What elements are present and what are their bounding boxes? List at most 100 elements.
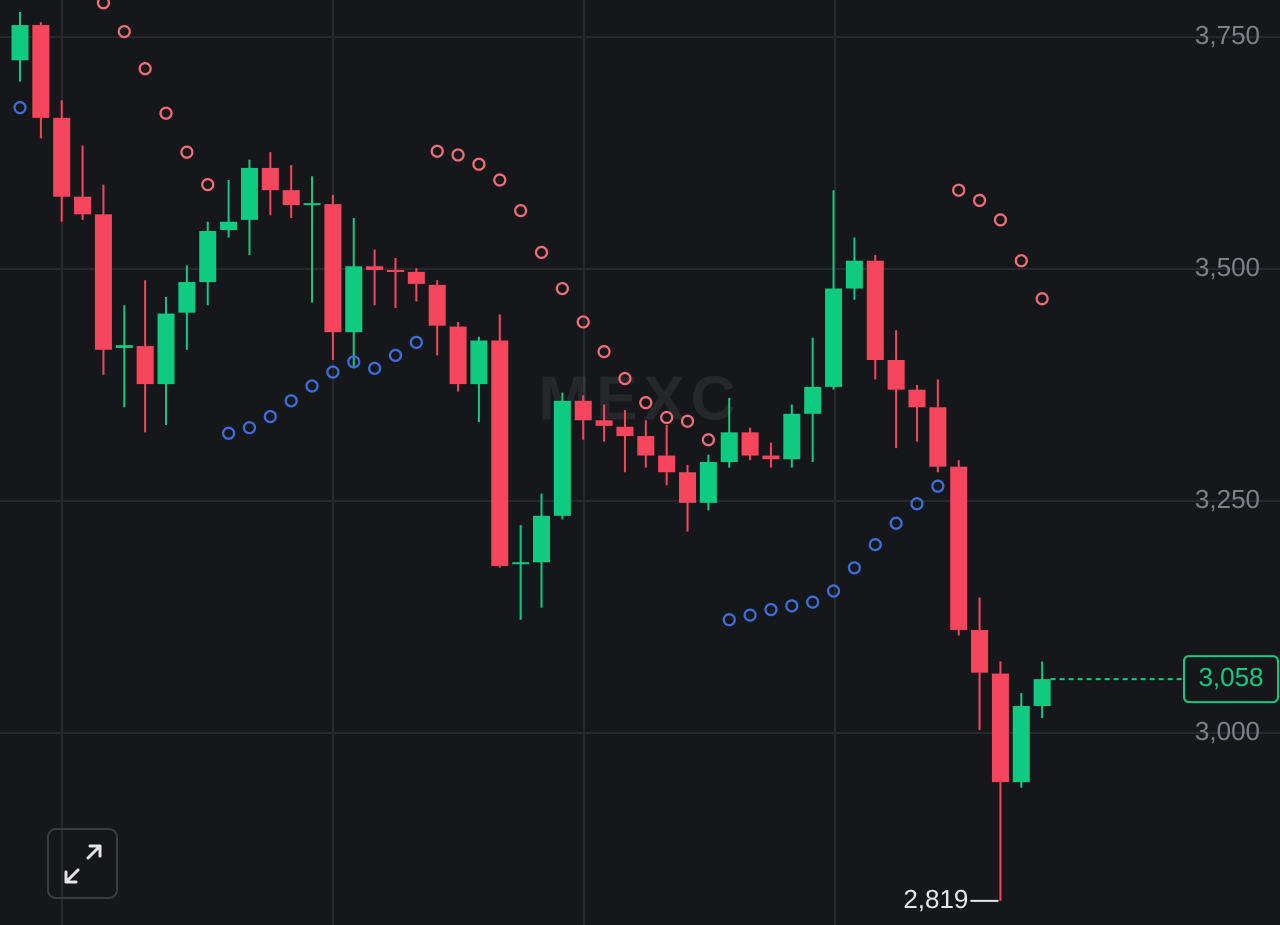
candle-body (616, 426, 634, 437)
candle-body (366, 266, 384, 270)
candle-body (595, 420, 613, 426)
watermark: MEXC (538, 364, 741, 433)
sar-dot (952, 183, 966, 197)
sar-dot (326, 365, 340, 379)
sar-dot (347, 355, 361, 369)
candle-body (783, 413, 801, 460)
candle-body (741, 432, 759, 456)
candle-body (929, 407, 947, 467)
sar-dot (388, 348, 403, 362)
sar-dot (889, 516, 903, 530)
sar-dot (472, 157, 486, 171)
y-tick-label: 3,500 (1195, 252, 1260, 282)
candle-body (32, 25, 50, 118)
y-tick-label: 3,000 (1195, 716, 1260, 746)
candle-body (553, 400, 571, 516)
low-label: 2,819 (903, 884, 968, 914)
sar-dot (222, 426, 236, 440)
sar-dot (534, 245, 549, 259)
sar-dot (13, 101, 27, 115)
candle-body (345, 266, 363, 333)
sar-dot (910, 497, 924, 511)
candle-body (178, 282, 196, 313)
sar-dot (201, 178, 215, 192)
sar-dot (764, 602, 778, 617)
candle-body (866, 260, 884, 360)
candle-body (908, 389, 926, 408)
candle-body (220, 221, 238, 231)
candle-body (261, 167, 279, 191)
candle-body (53, 117, 71, 197)
sar-dot (96, 0, 111, 10)
candle-body (762, 455, 780, 460)
candle-body (386, 269, 404, 272)
candle-body (720, 432, 738, 463)
sar-dot (555, 281, 569, 296)
sar-dot (680, 414, 695, 428)
sar-dot (284, 394, 298, 408)
sar-dot (409, 335, 423, 349)
candle-body (324, 204, 342, 333)
candle-body (887, 359, 905, 390)
candle-body (157, 313, 175, 385)
candle-body (11, 25, 29, 61)
sar-dot (660, 410, 674, 425)
candle-body (282, 190, 300, 206)
candle-body (449, 326, 467, 385)
candle-body (1033, 679, 1051, 707)
candle-body (533, 515, 550, 563)
candle-body (136, 346, 154, 385)
sar-dot (701, 433, 715, 447)
sar-dot (722, 613, 736, 627)
candle-body (74, 196, 92, 215)
candle-body (407, 271, 425, 284)
candle-body (303, 203, 321, 206)
sar-dot (618, 371, 632, 386)
sar-dot (993, 213, 1008, 227)
sar-dot (785, 599, 799, 613)
expand-button[interactable] (47, 828, 118, 899)
last-price-label: 3,058 (1198, 662, 1263, 692)
sar-dot (305, 379, 319, 393)
sar-dot (117, 24, 131, 39)
sar-dot (972, 193, 987, 208)
candle-body (428, 284, 446, 326)
candle-body (1012, 706, 1030, 783)
candle-body (240, 167, 258, 220)
candle-body (637, 436, 655, 456)
sar-dot (451, 148, 465, 162)
sar-dot (868, 538, 882, 552)
sar-dot (368, 361, 382, 375)
sar-dot (847, 561, 862, 575)
sar-dot (597, 345, 611, 359)
candle-body (971, 629, 989, 673)
sar-dot (931, 479, 945, 493)
sar-dot (806, 595, 820, 609)
candle-body (199, 231, 217, 283)
candle-body (804, 386, 822, 414)
candle-body (845, 260, 863, 289)
candle-body (825, 288, 843, 387)
sar-dot (242, 421, 257, 435)
sar-dot (514, 204, 528, 218)
candle-body (574, 400, 592, 421)
sar-dot (180, 145, 194, 159)
sar-dot (493, 173, 507, 187)
candle-body (115, 345, 133, 348)
candle-body (512, 562, 530, 565)
sar-dot (430, 144, 444, 158)
sar-dot (576, 315, 590, 329)
sar-dot (263, 409, 277, 424)
sar-dot (138, 62, 152, 76)
sar-dot (639, 396, 653, 410)
last-price-box (1183, 655, 1279, 704)
y-tick-label: 3,750 (1195, 20, 1260, 50)
sar-dot (826, 584, 841, 598)
candle-body (679, 472, 697, 503)
candle-body (950, 466, 968, 630)
sar-dot (1035, 292, 1049, 306)
candle-body (470, 340, 488, 385)
